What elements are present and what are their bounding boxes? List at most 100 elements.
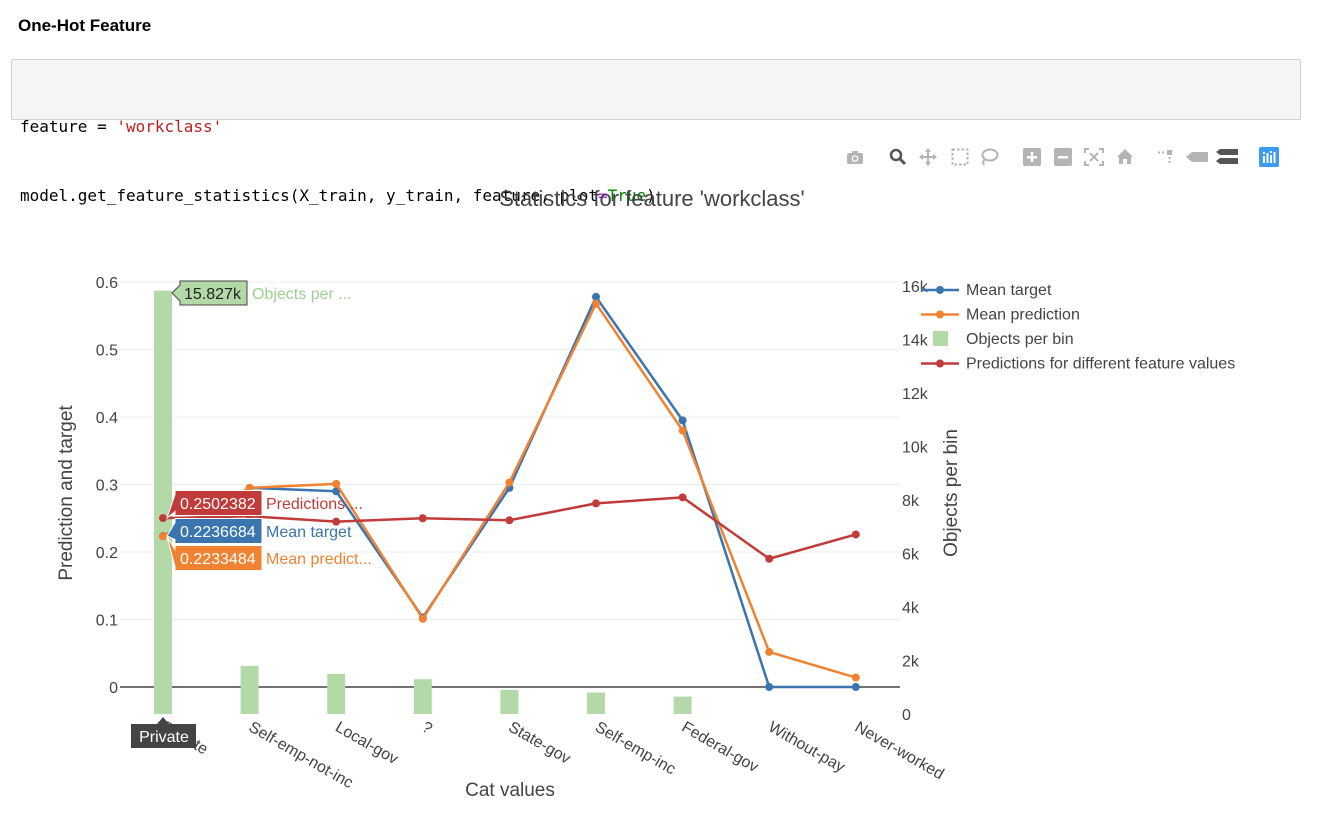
hover-labels: 15.827k Objects per ... 0.2502382 Predictio…: [131, 280, 372, 748]
bar: [673, 696, 692, 714]
code-assign: =: [87, 117, 117, 136]
hover-value: Private: [139, 729, 189, 746]
chart-title: Statistics for feature 'workclass': [499, 186, 805, 211]
autoscale-icon[interactable]: [1083, 146, 1105, 168]
x-tick-label: Without-pay: [765, 719, 847, 776]
x-tick-label: Federal-gov: [679, 719, 761, 776]
bar: [413, 679, 432, 714]
code-string-value: 'workclass': [116, 117, 223, 136]
x-tick-label: Never-worked: [852, 719, 947, 784]
y2-tick-label: 14k: [902, 333, 929, 350]
hover-box: [171, 280, 248, 306]
y2-tick-label: 10k: [902, 440, 929, 457]
series-point: [678, 493, 687, 502]
x-tick-label: Local-gov: [332, 719, 401, 768]
x-tick-label: ?: [419, 719, 435, 738]
y2-tick-label: 12k: [902, 386, 929, 403]
legend-label: Mean prediction: [966, 307, 1080, 324]
y-tick-label: 0: [109, 680, 118, 697]
legend-marker: [936, 310, 944, 319]
legend-label: Objects per bin: [966, 331, 1074, 348]
series-point: [851, 530, 860, 539]
y-tick-labels: 0 0.1 0.2 0.3 0.4 0.5 0.6: [96, 275, 118, 697]
camera-icon[interactable]: [844, 146, 866, 168]
hover-name: Mean target: [266, 524, 352, 541]
zoom-in-icon[interactable]: [1021, 146, 1043, 168]
reset-axes-icon[interactable]: [1114, 146, 1136, 168]
series-point: [418, 614, 427, 623]
bar: [154, 290, 172, 714]
x-tick-label: Self-emp-inc: [592, 719, 678, 779]
hover-label-mean-prediction: 0.2233484 Mean predict...: [166, 536, 372, 571]
series-point: [678, 416, 687, 425]
code-var-name: feature: [20, 117, 88, 136]
series-point: [765, 554, 774, 563]
y-tick-label: 0.5: [96, 343, 118, 360]
plotly-logo-icon[interactable]: [1258, 146, 1280, 168]
hover-closest-icon[interactable]: [1186, 146, 1208, 168]
y-tick-label: 0.3: [96, 478, 118, 495]
hover-value: 0.2502382: [180, 496, 256, 513]
hover-label-mean-target: 0.2236684 Mean target: [166, 518, 352, 544]
y-tick-label: 0.4: [96, 410, 118, 427]
lasso-icon[interactable]: [978, 146, 1000, 168]
hover-value: 15.827k: [184, 286, 242, 303]
plot-modebar: [844, 146, 1284, 168]
legend-marker: [936, 359, 944, 368]
x-axis-title: Cat values: [465, 780, 555, 801]
hover-box: [131, 717, 196, 748]
y2-tick-labels: 0 2k 4k 6k 8k 10k 12k 14k 16k: [902, 279, 929, 724]
hover-name: Objects per ...: [252, 286, 352, 303]
code-kwarg-value: True: [607, 186, 647, 205]
zoom-icon[interactable]: [887, 146, 909, 168]
hover-label-category: Private: [131, 717, 196, 748]
legend-swatch: [933, 331, 948, 346]
hover-compare-icon[interactable]: [1216, 146, 1238, 168]
series-point: [851, 673, 860, 682]
code-cell[interactable]: feature = 'workclass' model.get_feature_…: [11, 59, 1301, 205]
series-point: [159, 514, 167, 523]
series-point: [505, 478, 514, 487]
y-tick-label: 0.1: [96, 613, 118, 630]
lines-layer: [159, 292, 860, 691]
hover-box: [166, 518, 263, 544]
hover-box: [166, 536, 263, 571]
y2-tick-label: 2k: [902, 654, 920, 671]
series-point: [592, 292, 600, 301]
pan-icon[interactable]: [917, 146, 939, 168]
y-axis-title: Prediction and target: [56, 405, 77, 581]
y-tick-label: 0.6: [96, 275, 118, 292]
code-line-1: feature = 'workclass': [20, 115, 1292, 138]
series-line: [162, 295, 856, 689]
code-line-2: model.get_feature_statistics(X_train, y_…: [20, 184, 1292, 207]
hover-name: Predictions ...: [266, 496, 363, 513]
hover-box: [165, 490, 263, 520]
code-kwarg-name: plot: [559, 186, 598, 205]
series-point: [332, 479, 341, 488]
section-heading: One-Hot Feature: [18, 16, 152, 35]
legend-label: Mean target: [966, 282, 1052, 299]
y2-tick-label: 8k: [902, 493, 920, 510]
series-point: [159, 532, 167, 541]
hover-label-predictions: 0.2502382 Predictions ...: [165, 490, 363, 520]
zoom-out-icon[interactable]: [1052, 146, 1074, 168]
bar: [500, 689, 519, 714]
hover-name: Mean predict...: [266, 551, 372, 568]
bars-layer: [154, 290, 692, 714]
y2-tick-label: 4k: [902, 600, 920, 617]
series-point: [592, 499, 600, 508]
hover-label-objects: 15.827k Objects per ...: [171, 280, 352, 306]
series-point: [505, 516, 514, 525]
series-point: [418, 514, 427, 523]
spike-lines-icon[interactable]: [1154, 146, 1176, 168]
series-point: [851, 683, 860, 691]
hover-value: 0.2233484: [180, 551, 256, 568]
legend-marker: [936, 286, 944, 294]
code-kwarg-eq: =: [597, 186, 608, 205]
box-select-icon[interactable]: [949, 146, 971, 168]
hover-value: 0.2236684: [180, 524, 256, 541]
y2-axis-title: Objects per bin: [941, 429, 962, 557]
series-point: [332, 517, 341, 526]
code-call-prefix: model.get_feature_statistics(X_train, y_…: [20, 186, 560, 205]
